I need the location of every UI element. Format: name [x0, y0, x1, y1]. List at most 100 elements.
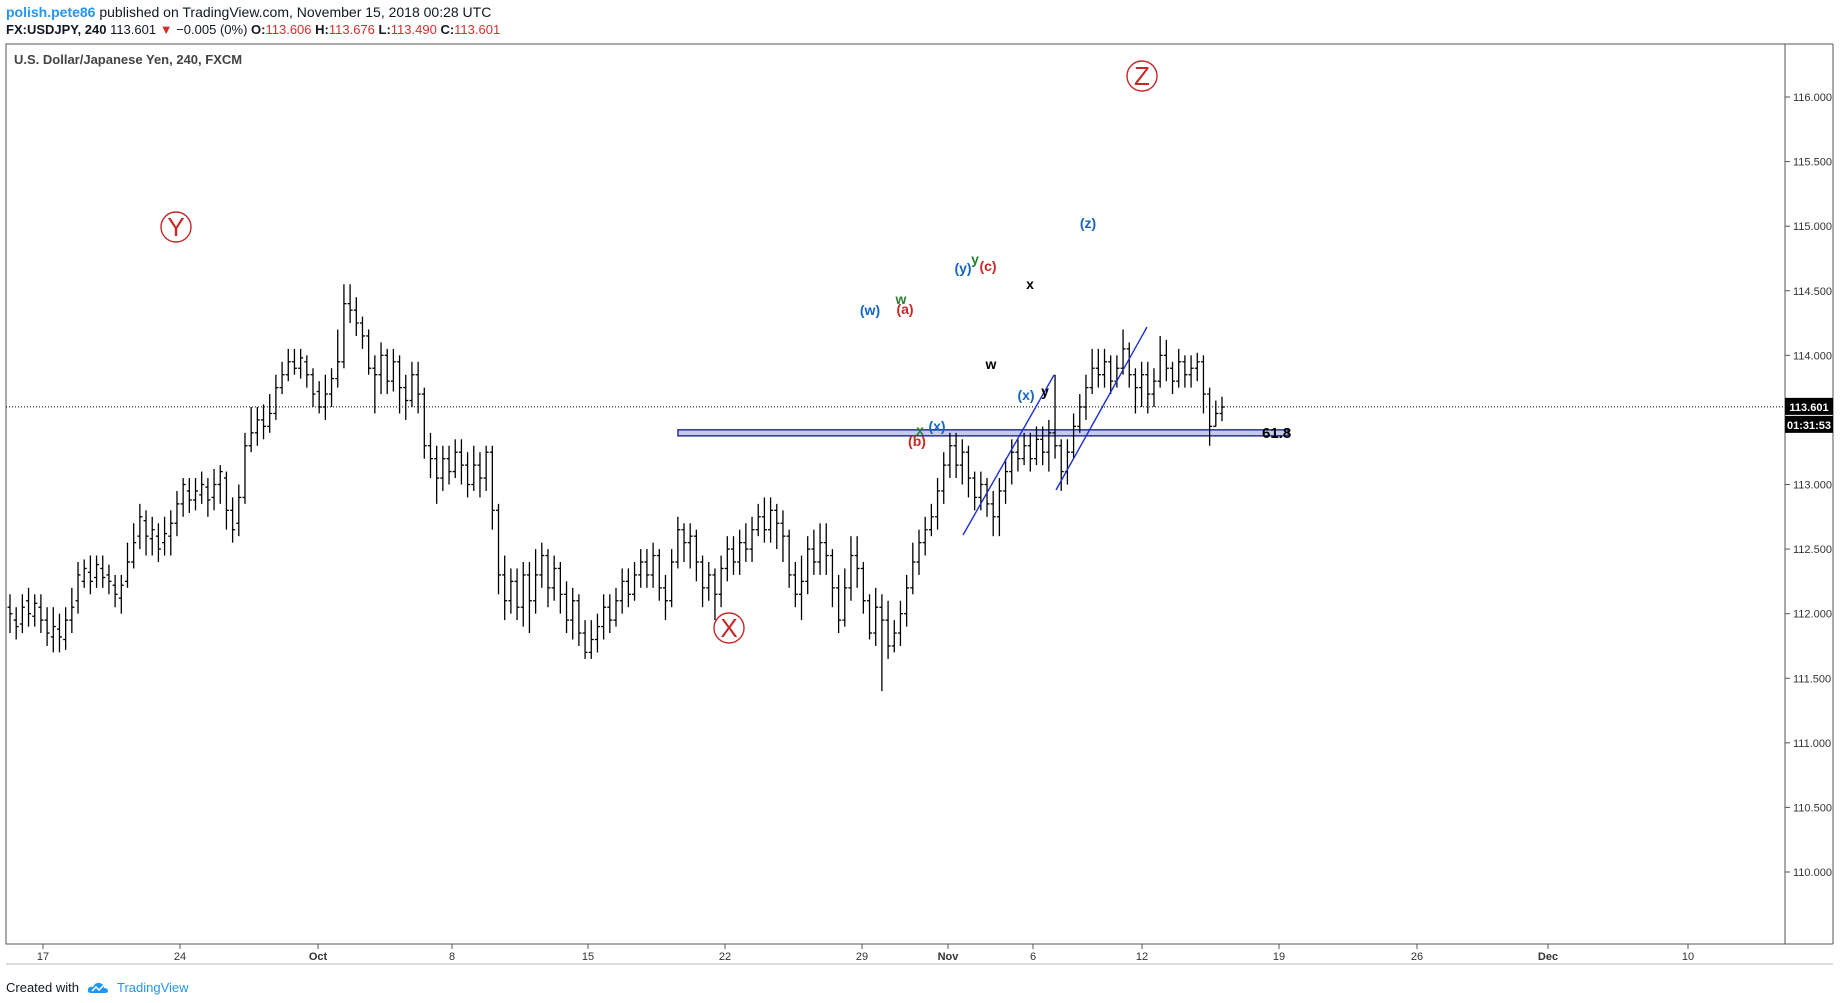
ohlc-bar [211, 469, 217, 511]
wave-label[interactable]: w [985, 356, 997, 372]
time-axis[interactable]: 17 24 Oct 8 15 22 29 Nov 6 12 19 26 Dec 10 [37, 944, 1694, 963]
wave-label[interactable]: (x) [928, 418, 945, 434]
time-tick-label: 22 [719, 951, 731, 963]
symbol-label: FX:USDJPY, 240 [6, 22, 107, 37]
change-arrow-icon: ▼ [159, 22, 173, 37]
fib-zone[interactable] [677, 429, 1289, 437]
ohlc-bar [867, 594, 873, 640]
ohlc-bar [829, 549, 835, 608]
price-tick-label: 115.000 [1793, 221, 1832, 233]
ohlc-bar [601, 594, 607, 640]
wave-label[interactable]: (z) [1080, 215, 1096, 231]
ohlc-bar [928, 503, 934, 537]
ohlc-bar [446, 445, 452, 485]
wave-label[interactable]: x [916, 422, 924, 438]
ohlc-bar [619, 568, 625, 614]
ohlc-bar [1139, 361, 1145, 407]
price-tick-label: 115.500 [1793, 157, 1832, 169]
wave-label[interactable]: y [1041, 383, 1049, 399]
ohlc-bar [1095, 348, 1101, 388]
wave-label[interactable]: (b) [908, 433, 926, 449]
wave-label[interactable]: Z [1126, 60, 1158, 92]
wave-label[interactable]: (w) [860, 302, 880, 318]
svg-text:(x): (x) [1017, 387, 1034, 403]
ohlc-bar [149, 516, 155, 556]
ohlc-bar [162, 516, 168, 556]
ohlc-bar [223, 471, 229, 530]
ohlc-bar [236, 484, 242, 537]
ohlc-bar [199, 471, 205, 504]
ohlc-bar [848, 536, 854, 601]
ohlc-bar [489, 445, 495, 530]
ohlc-bar [56, 613, 62, 653]
wave-label[interactable]: w [895, 291, 907, 307]
svg-text:Z: Z [1134, 61, 1150, 91]
wave-label[interactable]: y [971, 251, 979, 267]
publish-info: polish.pete86 published on TradingView.c… [6, 4, 491, 20]
ohlc-bar [87, 555, 93, 595]
ohlc-bar [415, 361, 421, 414]
wave-label[interactable]: (a) [896, 301, 913, 317]
current-price-box [1785, 397, 1833, 415]
ohlc-bar [106, 564, 112, 595]
price-axis[interactable]: 116.000115.500115.000114.500114.000113.5… [1785, 92, 1832, 879]
ohlc-bar [267, 394, 273, 433]
ohlc-bar [118, 574, 124, 614]
ohlc-bar [378, 342, 384, 395]
ohlc-bar [273, 374, 279, 420]
channel-line-lower[interactable] [962, 374, 1055, 536]
svg-text:Y: Y [167, 212, 184, 242]
ohlc-bar [594, 613, 600, 653]
ohlc-bar [291, 348, 297, 375]
ohlc-bar [910, 542, 916, 595]
wave-label[interactable]: x [1026, 276, 1034, 292]
ohlc-bar [1132, 368, 1138, 414]
ohlc-bar [916, 529, 922, 575]
tradingview-link[interactable]: TradingView [116, 980, 189, 995]
ohlc-bar [817, 523, 823, 575]
ohlc-bar [1157, 335, 1163, 388]
ohlc-bar [7, 594, 13, 634]
ohlc-bar [1027, 432, 1033, 472]
ohlc-bar [706, 562, 712, 601]
ohlc-bar [100, 555, 106, 588]
price-tick-label: 114.500 [1793, 286, 1832, 298]
ohlc-bar [644, 549, 650, 588]
ohlc-bar [625, 568, 631, 608]
wave-label[interactable]: Y [160, 211, 192, 243]
ohlc-bar [384, 348, 390, 395]
countdown-box [1785, 415, 1833, 433]
ohlc-bar [836, 574, 842, 634]
ohlc-bar [570, 587, 576, 640]
ohlc-bar [693, 529, 699, 582]
author-link[interactable]: polish.pete86 [6, 4, 96, 20]
created-with-text: Created with [6, 980, 79, 995]
ohlc-bar [353, 297, 359, 336]
ohlc-bar [186, 478, 192, 513]
ohlc-bar [32, 594, 38, 627]
ohlc-bar [557, 562, 563, 614]
ohlc-bar [761, 497, 767, 543]
last-price: 113.601 [110, 22, 157, 37]
wave-label[interactable]: X [713, 612, 745, 644]
svg-text:(x): (x) [928, 418, 945, 434]
ohlc-bar [69, 587, 75, 634]
ohlc-bar [143, 510, 149, 556]
wave-label[interactable]: (c) [979, 258, 996, 274]
ohlc-bar [75, 562, 81, 614]
ohlc-bar [359, 316, 365, 349]
open-label: O: [251, 22, 266, 37]
ohlc-bar [434, 445, 440, 504]
wave-label[interactable]: (x) [1017, 387, 1034, 403]
ohlc-bar [347, 284, 353, 324]
price-tick-label: 110.500 [1793, 802, 1832, 814]
ohlc-bar [63, 607, 69, 650]
channel-line-upper[interactable] [1055, 326, 1148, 491]
ohlc-bar [786, 529, 792, 588]
chart-pane[interactable] [5, 43, 1786, 945]
time-tick-label: Nov [938, 951, 960, 963]
footer: Created with TradingView [6, 980, 189, 995]
wave-label[interactable]: (y) [954, 260, 971, 276]
svg-text:(y): (y) [954, 260, 971, 276]
